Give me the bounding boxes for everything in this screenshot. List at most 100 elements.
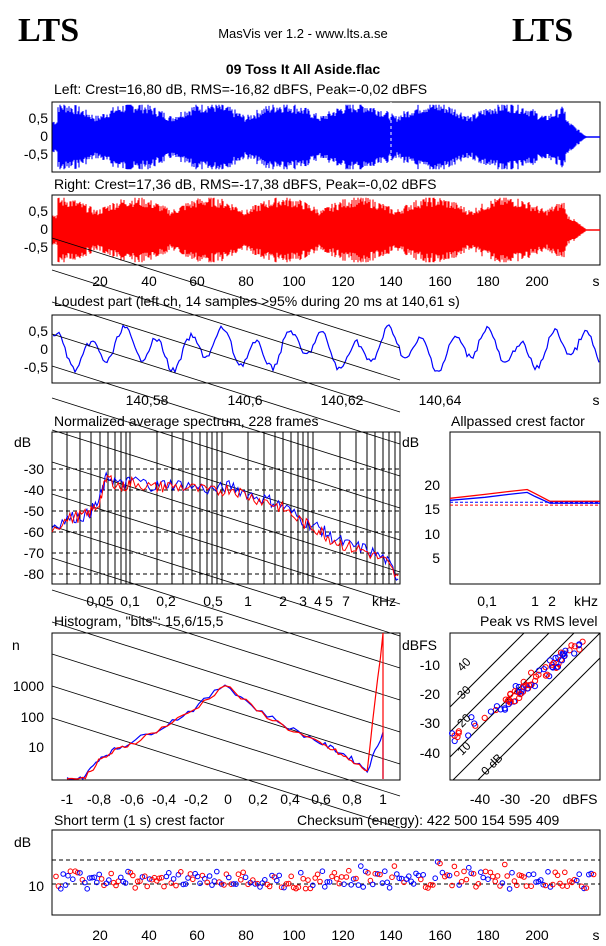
right-title: Right: Crest=17,36 dB, RMS=-17,38 dBFS, … (54, 176, 437, 192)
crest-short-point (185, 875, 191, 881)
spectrum-ytick: -80 (24, 566, 44, 582)
histogram-xtick: -0,2 (184, 791, 208, 807)
peak-rms-point (550, 660, 557, 667)
spectrum-right-line (51, 474, 399, 578)
peak-rms-point (571, 643, 578, 650)
peak-rms-point (481, 714, 488, 722)
peak-rms-point (531, 683, 539, 690)
crest-short-point (278, 884, 285, 891)
crest-short-point (262, 877, 268, 883)
peak-rms-point (505, 696, 512, 703)
time-axis-2: 20 40 60 80 100 120 140 160 180 200 s (92, 927, 599, 943)
histogram-yaxis: 1000 100 10 (13, 678, 44, 755)
crest-short-point (480, 874, 487, 881)
crest-short-point (470, 871, 477, 877)
crest-short-point (307, 885, 314, 892)
crest-short-point (230, 881, 237, 887)
crest-short-point (314, 871, 321, 878)
crest-short-point (468, 870, 475, 877)
crest-short-title: Short term (1 s) crest factor (54, 812, 225, 828)
crest-short-point (122, 880, 129, 886)
allpass-ytick: 5 (432, 550, 440, 566)
peak-rms-points (449, 638, 586, 745)
crest-short-point (65, 872, 71, 879)
diag-label-20: 20 (454, 711, 474, 731)
spectrum-slope-line (51, 301, 401, 413)
spectrum-ytick: -70 (24, 545, 44, 561)
peak-rms-ytick: -20 (420, 686, 440, 702)
peak-rms-point (487, 708, 494, 715)
diag-label-40: 40 (454, 655, 474, 675)
time-tick: 180 (476, 927, 500, 943)
histogram-xtick: 0,2 (248, 791, 268, 807)
crest-short-point (319, 868, 326, 875)
crest-short-point (331, 870, 338, 876)
spectrum-xtick: 7 (342, 593, 350, 609)
loudest-ytick-0: 0 (40, 341, 48, 357)
crest-short-point (533, 879, 539, 885)
time-tick: 140 (379, 927, 403, 943)
peak-rms-xtick: -30 (500, 791, 520, 807)
peak-rms-ytick: -40 (420, 745, 440, 761)
crest-short-point (221, 882, 227, 888)
crest-short-point (410, 881, 417, 887)
crest-short-point (233, 881, 239, 887)
left-ytick-0: 0 (40, 128, 48, 144)
crest-short-point (485, 876, 491, 883)
crest-short-point (502, 861, 508, 868)
peak-rms-point (493, 703, 500, 710)
peak-rms-diagonals (449, 632, 601, 781)
peak-rms-point (524, 685, 531, 692)
crest-short-point (358, 863, 364, 869)
crest-short-point (166, 870, 172, 876)
crest-short-point (418, 876, 424, 883)
time-tick: 40 (141, 927, 157, 943)
crest-short-point (374, 871, 381, 877)
crest-short-point (326, 879, 333, 885)
crest-short-point (190, 876, 196, 883)
spectrum-xtick: 5 (325, 593, 333, 609)
spectrum-ytick: -30 (24, 461, 44, 477)
left-title: Left: Crest=16,80 dB, RMS=-16,82 dBFS, P… (54, 81, 428, 97)
crest-short-point (528, 883, 535, 890)
histogram-xtick: 0 (224, 791, 232, 807)
allpass-xtick: 1 (531, 593, 539, 609)
spectrum-xaxis: 0,05 0,1 0,2 0,5 1 2 3 4 5 7 kHz (86, 593, 396, 609)
crest-short-point (444, 872, 451, 878)
time-tick: 40 (141, 273, 157, 289)
crest-short-point (394, 871, 400, 877)
crest-short-point (197, 880, 203, 887)
time-tick: 200 (525, 273, 549, 289)
crest-short-point (574, 877, 580, 884)
crest-short-point (238, 877, 244, 883)
crest-short-point (432, 875, 439, 882)
crest-short-point (300, 875, 307, 882)
crest-short-point (454, 870, 460, 877)
crest-short-point (58, 886, 64, 892)
crest-short-point (206, 873, 213, 879)
crest-short-point (295, 884, 302, 891)
loudest-ytick-05: 0,5 (29, 323, 49, 339)
allpass-ytick: 15 (424, 501, 440, 517)
peak-rms-point (568, 642, 575, 649)
crest-short-point (542, 882, 549, 889)
crest-short-point (499, 880, 506, 886)
crest-short-point (478, 869, 484, 876)
peak-rms-point (502, 696, 509, 703)
right-ytick-0: 0 (40, 221, 48, 237)
time-tick: 100 (282, 927, 306, 943)
peak-rms-point (528, 681, 535, 688)
crest-short-point (286, 880, 292, 887)
crest-short-point (226, 874, 232, 881)
allpass-xtick: 2 (548, 593, 556, 609)
crest-short-point (487, 869, 494, 876)
left-waveform (52, 104, 600, 170)
crest-short-point (130, 872, 136, 879)
crest-short-point (590, 871, 597, 878)
crest-short-point (178, 869, 184, 875)
crest-short-point (113, 882, 119, 889)
spectrum-slope-line (51, 685, 401, 797)
crest-short-point (494, 873, 501, 879)
right-waveform (52, 197, 600, 263)
time-unit: s (593, 273, 600, 289)
